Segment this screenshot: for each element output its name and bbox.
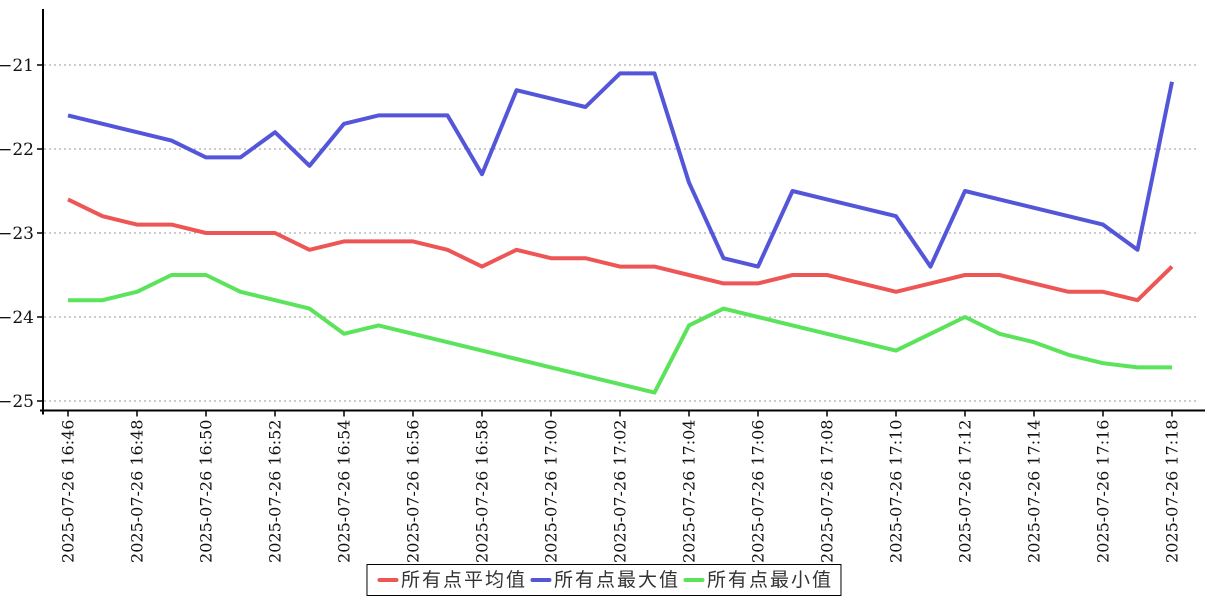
series-line-max <box>67 71 1174 269</box>
x-tick-label: 2025-07-26 16:52 <box>266 420 285 563</box>
series-line-avg <box>67 197 1174 303</box>
x-tick-label: 2025-07-26 16:56 <box>404 420 423 563</box>
y-tick-label: −22 <box>0 140 34 160</box>
y-tick-label: −24 <box>0 308 34 328</box>
legend-item-max: 所有点最大值 <box>527 568 680 592</box>
legend-swatch-min <box>683 577 705 583</box>
y-tick-label: −21 <box>0 56 34 76</box>
x-tick-label: 2025-07-26 17:16 <box>1094 420 1113 563</box>
y-tick-label: −25 <box>0 392 34 412</box>
legend-label-avg: 所有点平均值 <box>400 569 527 591</box>
x-tick-label: 2025-07-26 17:12 <box>956 420 975 563</box>
y-tick-label: −23 <box>0 224 34 244</box>
x-tick-label: 2025-07-26 17:04 <box>680 420 699 563</box>
x-tick-label: 2025-07-26 16:58 <box>473 420 492 563</box>
legend-label-min: 所有点最小值 <box>707 569 834 591</box>
x-tick-label: 2025-07-26 16:50 <box>197 420 216 563</box>
legend-item-avg: 所有点平均值 <box>374 568 527 592</box>
x-tick-label: 2025-07-26 17:10 <box>887 420 906 563</box>
chart-legend: 所有点平均值 所有点最大值 所有点最小值 <box>365 564 842 596</box>
legend-swatch-avg <box>376 577 398 583</box>
series-line-min <box>68 273 1172 395</box>
legend-swatch-max <box>529 577 551 583</box>
x-tick-label: 2025-07-26 17:08 <box>818 420 837 563</box>
x-tick-label: 2025-07-26 17:00 <box>542 420 561 563</box>
x-tick-label: 2025-07-26 16:46 <box>59 420 78 563</box>
x-tick-label: 2025-07-26 17:14 <box>1025 420 1044 563</box>
legend-item-min: 所有点最小值 <box>680 568 833 592</box>
x-tick-label: 2025-07-26 17:06 <box>749 420 768 563</box>
x-tick-label: 2025-07-26 17:02 <box>611 420 630 563</box>
legend-label-max: 所有点最大值 <box>553 569 681 591</box>
x-tick-label: 2025-07-26 17:18 <box>1163 420 1182 563</box>
x-tick-label: 2025-07-26 16:48 <box>128 420 147 563</box>
x-tick-label: 2025-07-26 16:54 <box>335 420 354 563</box>
